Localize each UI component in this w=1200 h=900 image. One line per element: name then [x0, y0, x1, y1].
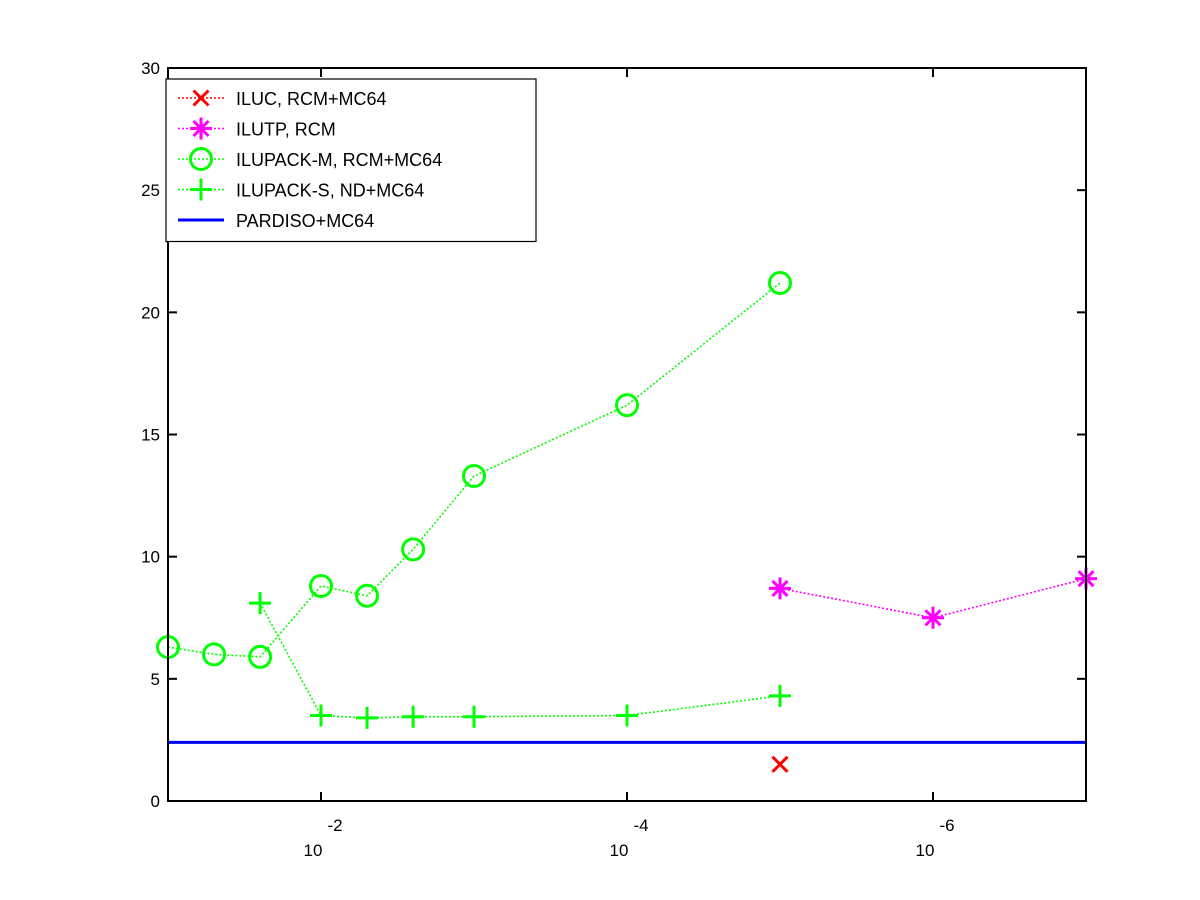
series-line: [779, 577, 1087, 619]
data-point: [771, 755, 789, 773]
y-tick-label: 30: [141, 59, 160, 78]
y-tick-label: 0: [151, 792, 160, 811]
legend-label: ILUPACK-S, ND+MC64: [236, 181, 424, 201]
y-tick-label: 5: [151, 670, 160, 689]
data-point: [922, 606, 944, 629]
plot-frame: [167, 67, 1087, 802]
x-tick-base: 10: [916, 841, 935, 860]
legend: ILUC, RCM+MC64 ILUTP, RCM ILUPACK-M, RCM+M…: [165, 78, 537, 243]
x-tick-exponent: -4: [633, 816, 648, 835]
y-tick-label: 15: [141, 426, 160, 445]
legend-marker: [190, 117, 212, 140]
data-point: [356, 706, 379, 729]
series-layer: [156, 271, 1097, 773]
x-tick-exponent: -6: [939, 816, 954, 835]
data-point: [462, 464, 486, 489]
data-point: [769, 577, 791, 600]
data-point: [615, 393, 639, 418]
data-point: [202, 642, 227, 667]
series-0: [771, 755, 789, 773]
legend-item: ILUPACK-S, ND+MC64: [178, 178, 424, 201]
data-point: [309, 573, 333, 598]
legend-item: PARDISO+MC64: [178, 211, 374, 231]
legend-marker: [190, 178, 212, 201]
legend-marker: [189, 147, 213, 171]
data-point: [401, 537, 426, 562]
legend-item: ILUTP, RCM: [178, 117, 336, 140]
data-point: [355, 583, 380, 608]
y-tick-label: 25: [141, 181, 160, 200]
y-tick-label: 20: [141, 303, 160, 322]
legend-label: ILUC, RCM+MC64: [236, 89, 387, 109]
x-tick-exponent: -2: [327, 816, 342, 835]
legend-label: ILUTP, RCM: [236, 120, 336, 140]
data-point: [463, 705, 485, 728]
legend-box: [165, 78, 537, 243]
y-tick-label: 10: [141, 548, 160, 567]
data-point: [616, 704, 638, 727]
data-point: [769, 684, 791, 707]
legend-item: ILUPACK-M, RCM+MC64: [178, 147, 442, 171]
x-tick-base: 10: [610, 841, 629, 860]
series-line: [167, 282, 781, 658]
series-3: [249, 592, 791, 729]
legend-label: ILUPACK-M, RCM+MC64: [236, 150, 442, 170]
data-point: [249, 592, 272, 615]
legend-label: PARDISO+MC64: [236, 211, 374, 231]
legend-marker: [192, 89, 210, 107]
data-point: [310, 704, 332, 727]
x-tick-base: 10: [304, 841, 323, 860]
data-point: [768, 271, 792, 296]
legend-item: ILUC, RCM+MC64: [178, 89, 387, 109]
data-point: [248, 644, 273, 669]
data-point: [402, 705, 425, 728]
